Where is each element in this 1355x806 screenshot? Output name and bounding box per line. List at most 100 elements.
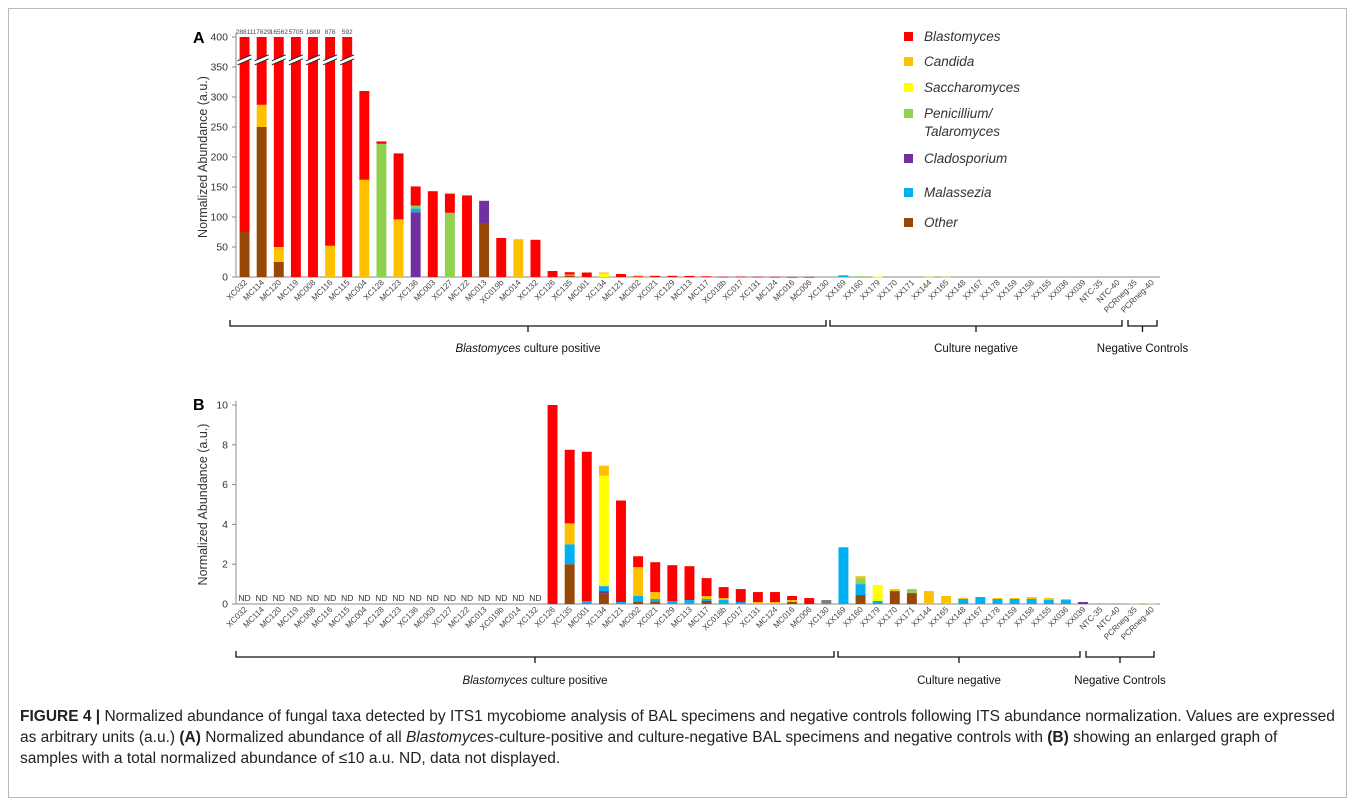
panel-a-group-label-text: Culture negative [934,343,1018,355]
panel-a-offscale-total: 878 [325,29,336,36]
panel-a-bar-MC115-blastomyces [342,37,353,277]
panel-b-nd-label: ND [238,593,250,603]
panel-b-bar-XC134-cladosporium [598,591,609,594]
panel-b-bar-MC016-other [787,602,798,604]
panel-b-bar-XX159-malassezia [1009,599,1020,604]
panel-b-nd-label: ND [341,593,353,603]
panel-b-bar-MC117-candida [701,596,712,600]
panel-a-axis-break-mark [237,54,252,66]
panel-a-axis-break-gap [322,54,338,65]
panel-a-bar-XC018b-blastomyces [718,276,729,278]
panel-a-offscale-total: 1889 [306,29,321,36]
panel-b-bar-XC021-candida [650,592,661,600]
panel-a-group-label-text: Negative Controls [1097,343,1189,355]
panel-b-group-brace [837,651,1081,663]
panel-a-bar-XC135-malassezia [564,275,575,276]
panel-b-bar-XX178-malassezia [992,599,1003,604]
panel-b-y-tick-label: 8 [222,439,228,451]
panel-a-bar-XC129-blastomyces [667,275,678,277]
panel-b-bar-XC134-malassezia [598,586,609,592]
panel-b-bar-MC006-blastomyces [804,598,815,604]
panel-b-bar-MC001-blastomyces [581,451,592,602]
panel-b-nd-label: ND [512,593,524,603]
panel-a-bar-MC008-blastomyces [308,37,318,277]
panel-a-y-tick-label: 300 [210,92,228,104]
panel-a-bar-MC116-candida [325,245,336,277]
panel-b-group-label-text: culture positive [528,675,608,687]
panel-a-bar-MC120-candida [273,247,284,262]
panel-a-bar-MC124-blastomyces [770,276,780,278]
panel-b-bar-XC135-blastomyces [564,449,575,524]
panel-a-group-brace-line [829,320,1123,327]
panel-a-bar-XX179-saccharomyces [872,276,883,278]
legend: Blastomyces Candida Saccharomyces Penicilli… [904,29,1020,230]
caption-label: FIGURE 4 | [20,708,101,725]
panel-b-bar-MC124-blastomyces [770,592,780,603]
panel-b-bar-XC018b-blastomyces [718,587,729,599]
panel-a-axis-break-gap [288,54,304,65]
panel-a-group-label: Culture negative [934,343,1018,355]
legend-swatch-cladosporium [904,154,913,163]
panel-a: A 0 50 100 150 200 250 300 350 400 Normalized Abun… [193,29,1188,355]
panel-a-bar-XX144-candida [924,276,934,278]
panel-b-letter: B [193,397,205,414]
legend-label: Malassezia [924,185,992,200]
panel-b-bar-XX178-candida [992,598,1003,600]
panel-b-group-label: Blastomyces culture positive [462,675,607,687]
panel-b-nd-label: ND [392,593,404,603]
panel-a-bar-MC004-blastomyces [359,91,370,180]
panel-a-bar-XC135-candida [564,274,575,276]
panel-b-bar-XX158-malassezia [1026,599,1037,604]
panel-b-bar-MC002-malassezia [633,596,644,603]
panel-b-bar-XX036-malassezia [1060,600,1071,604]
panel-a-y-tick-label: 0 [222,272,228,284]
panel-b-bar-XX158-candida [1026,597,1037,600]
panel-a-bar-MC114-other [256,127,267,277]
legend-label: Blastomyces [924,29,1001,44]
panel-a-bar-MC123-candida [393,219,404,277]
panel-b-y-tick-label: 2 [222,559,228,571]
panel-b-bar-MC001-malassezia [581,601,592,604]
panel-b-bar-XX039-cladosporium [1078,602,1088,604]
panel-b-bar-XC021-malassezia [650,599,661,603]
legend-label: Penicillium/ [924,106,994,121]
panel-a-bar-XC021-blastomyces [650,275,661,277]
panel-a-y-tick-label: 200 [210,152,228,164]
caption-text-2: Normalized abundance of all [200,729,406,746]
panel-a-bar-XC128-blastomyces [376,141,387,144]
panel-b-bar-XX167-malassezia [975,597,986,604]
panel-a-bar-MC016-blastomyces [787,276,798,278]
panel-b-bar-XC134-other [598,593,609,604]
panel-b-bar-XX155-candida [1043,598,1054,601]
panel-b-bar-NTC-40-candida [1112,603,1123,604]
panel-a-y-tick-label: 150 [210,182,228,194]
panel-b-nd-label: ND [358,593,370,603]
panel-b-nd-label: ND [375,593,387,603]
panel-b-bar-XX155-malassezia [1043,600,1054,604]
panel-a-bar-MC116-blastomyces [325,37,336,246]
panel-a-offscale-total: 28811 [236,29,254,36]
panel-b-bar-XX179-malassezia [872,601,883,604]
panel-a-axis-break-mark [288,54,304,66]
panel-b-bar-NTC-35-candida [1095,603,1106,604]
panel-b-bar-XX170-candida [889,589,900,592]
panel-a-bar-XC017-blastomyces [735,276,746,278]
panel-b-bar-XX160-candida [855,576,866,579]
panel-b-bar-MC016-candida [787,600,798,603]
panel-a-bar-XC126-blastomyces [547,271,558,277]
panel-b-group-brace-line [837,651,1081,658]
panel-b-group-label: Culture negative [917,675,1001,687]
panel-a-offscale-total: 16562 [270,29,288,36]
panel-a-offscale-total: 17829 [253,29,271,36]
panel-b-group-brace [235,651,835,663]
panel-b-bar-XC130-gray [821,600,832,604]
panel-a-bar-XC019b-blastomyces [496,238,507,277]
panel-b-bar-XC129-blastomyces [667,565,678,602]
panel-b-y-axis-label: Normalized Abundance (a.u.) [196,424,210,586]
panel-b-bar-MC121-blastomyces [616,500,626,603]
panel-b-bar-MC113-malassezia [684,600,695,604]
panel-b-bar-XC017-blastomyces [735,589,746,603]
panel-b-bar-XX179-saccharomyces [872,585,883,602]
panel-b-bar-MC124-candida [770,602,780,604]
panel-b-bar-MC117-other [701,601,712,604]
